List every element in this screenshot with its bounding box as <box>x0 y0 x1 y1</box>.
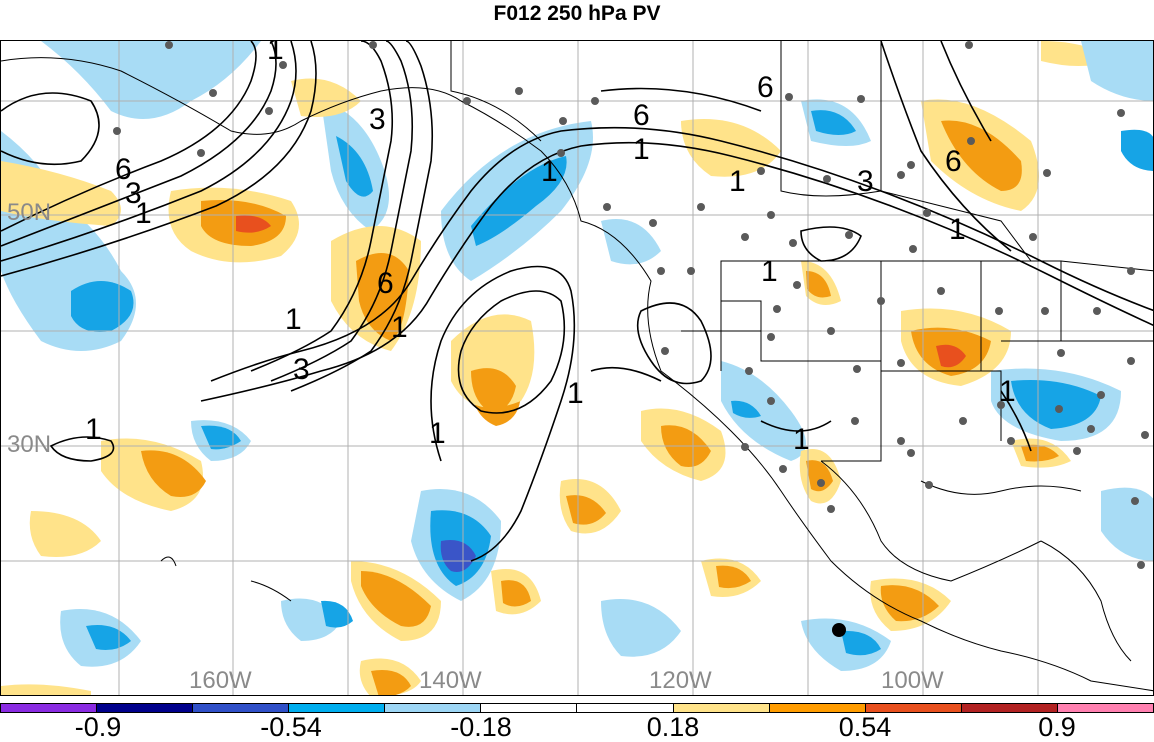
colorbar-segment <box>1057 704 1153 712</box>
observation-stations <box>113 41 1149 569</box>
contour-label-1: 1 <box>285 303 302 336</box>
contour-label-6: 6 <box>945 145 962 178</box>
contour-label-1: 1 <box>729 165 746 198</box>
colorbar-segment <box>289 704 386 712</box>
contour-label-1: 1 <box>793 423 810 456</box>
contour-label-6: 6 <box>115 153 132 186</box>
colorbar-tick-label: 0.18 <box>646 712 700 742</box>
contour-label-1: 1 <box>761 255 778 288</box>
colorbar-segment <box>577 704 674 712</box>
contour-label-1: 1 <box>541 155 558 188</box>
contour-label-1: 1 <box>633 133 650 166</box>
lon-label-140w: 140W <box>419 667 482 694</box>
contour-label-1: 1 <box>429 417 446 450</box>
contour-label-6: 6 <box>377 267 394 300</box>
colorbar-segment <box>385 704 482 712</box>
colorbar <box>0 703 1154 713</box>
lon-label-160w: 160W <box>189 667 252 694</box>
lon-label-120w: 120W <box>649 667 712 694</box>
contour-label-1: 1 <box>999 375 1016 408</box>
colorbar-tick-label: 0.9 <box>1038 712 1076 742</box>
colorbar-segment <box>97 704 194 712</box>
contour-label-1: 1 <box>391 311 408 344</box>
colorbar-segment <box>1 704 98 712</box>
contour-label-1: 1 <box>135 197 152 230</box>
pv-anomaly-shading <box>1 41 1153 695</box>
contour-label-6: 6 <box>633 99 650 132</box>
lat-label-30n: 30N <box>7 431 52 458</box>
contour-label-3: 3 <box>125 177 142 210</box>
colorbar-tick-label: -0.54 <box>260 712 322 742</box>
colorbar-segment <box>193 704 290 712</box>
contour-label-1: 1 <box>567 377 584 410</box>
colorbar-segment <box>865 704 962 712</box>
colorbar-segment <box>769 704 866 712</box>
lat-lon-grid <box>1 41 1153 695</box>
colorbar-tick-label: 0.54 <box>838 712 892 742</box>
colorbar-tick-label: -0.9 <box>74 712 122 742</box>
map-canvas: 6 3 1 1 3 6 1 1 3 1 1 1 6 1 1 1 6 1 3 6 … <box>1 41 1153 695</box>
colorbar-segment <box>481 704 578 712</box>
coastlines-and-borders <box>1 41 1153 692</box>
lon-label-100w: 100W <box>881 667 944 694</box>
contour-label-1: 1 <box>949 213 966 246</box>
contour-label-3: 3 <box>293 353 310 386</box>
map-title: F012 250 hPa PV <box>493 2 661 25</box>
contour-label-3: 3 <box>369 103 386 136</box>
pv-contours <box>1 41 1153 562</box>
contour-labels: 6 3 1 1 3 6 1 1 3 1 1 1 6 1 1 1 6 1 3 6 … <box>85 41 1016 456</box>
colorbar-segment <box>673 704 770 712</box>
pv-map[interactable]: 6 3 1 1 3 6 1 1 3 1 1 1 6 1 1 1 6 1 3 6 … <box>0 40 1154 696</box>
contour-label-1: 1 <box>267 41 284 66</box>
contour-label-3: 3 <box>857 165 874 198</box>
lat-label-50n: 50N <box>7 199 52 226</box>
contour-label-1: 1 <box>85 413 102 446</box>
colorbar-tick-label: -0.18 <box>450 712 512 742</box>
marker-dot <box>832 623 846 637</box>
contour-label-6: 6 <box>757 71 774 104</box>
colorbar-segment <box>961 704 1058 712</box>
